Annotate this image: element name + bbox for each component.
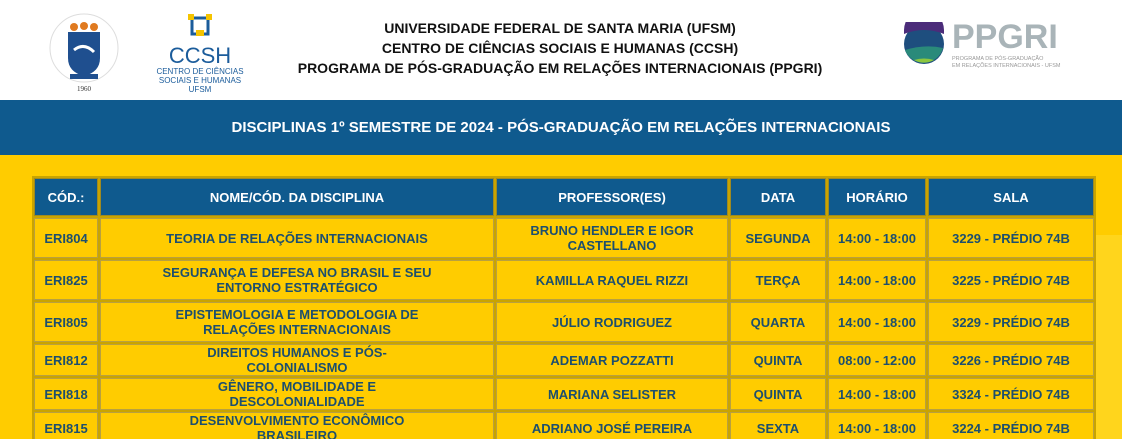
table-row: ERI804 TEORIA DE RELAÇÕES INTERNACIONAIS B… bbox=[34, 218, 1094, 258]
course-name-cell: DIREITOS HUMANOS E PÓS-COLONIALISMO bbox=[100, 344, 494, 376]
table-row: ERI805 EPISTEMOLOGIA E METODOLOGIA DE REL… bbox=[34, 302, 1094, 342]
institution-title: UNIVERSIDADE FEDERAL DE SANTA MARIA (UFS… bbox=[297, 20, 823, 76]
room-cell: 3324 - PRÉDIO 74B bbox=[928, 378, 1094, 410]
professor-cell: MARIANA SELISTER bbox=[496, 378, 728, 410]
day-cell: SEGUNDA bbox=[730, 218, 826, 258]
time-cell: 14:00 - 18:00 bbox=[828, 260, 926, 300]
course-code-cell: ERI815 bbox=[34, 412, 98, 439]
course-code-cell: ERI812 bbox=[34, 344, 98, 376]
ccsh-logo: CCSH CENTRO DE CIÊNCIAS SOCIAIS E HUMANA… bbox=[150, 12, 250, 94]
table-row: ERI825 SEGURANÇA E DEFESA NO BRASIL E SEU… bbox=[34, 260, 1094, 300]
professor-cell: ADRIANO JOSÉ PEREIRA bbox=[496, 412, 728, 439]
professor-cell: KAMILLA RAQUEL RIZZI bbox=[496, 260, 728, 300]
schedule-area: CÓD.: NOME/CÓD. DA DISCIPLINA PROFESSOR(ES… bbox=[0, 155, 1122, 439]
course-name-cell: SEGURANÇA E DEFESA NO BRASIL E SEU ENTOR… bbox=[100, 260, 494, 300]
time-cell: 14:00 - 18:00 bbox=[828, 302, 926, 342]
professor-cell: ADEMAR POZZATTI bbox=[496, 344, 728, 376]
course-name-cell: EPISTEMOLOGIA E METODOLOGIA DE RELAÇÕES … bbox=[100, 302, 494, 342]
room-cell: 3225 - PRÉDIO 74B bbox=[928, 260, 1094, 300]
course-code-cell: ERI805 bbox=[34, 302, 98, 342]
svg-text:1960: 1960 bbox=[77, 85, 92, 93]
time-cell: 14:00 - 18:00 bbox=[828, 378, 926, 410]
course-code-cell: ERI825 bbox=[34, 260, 98, 300]
professor-cell: BRUNO HENDLER E IGOR CASTELLANO bbox=[496, 218, 728, 258]
day-cell: QUARTA bbox=[730, 302, 826, 342]
page-header: 1960 CCSH CENTRO DE CIÊNCIAS SOCIAIS E H… bbox=[0, 0, 1122, 100]
table-row: ERI818 GÊNERO, MOBILIDADE E DESCOLONIALID… bbox=[34, 378, 1094, 410]
time-cell: 14:00 - 18:00 bbox=[828, 218, 926, 258]
day-cell: QUINTA bbox=[730, 378, 826, 410]
course-name-cell: TEORIA DE RELAÇÕES INTERNACIONAIS bbox=[100, 218, 494, 258]
schedule-table: CÓD.: NOME/CÓD. DA DISCIPLINA PROFESSOR(ES… bbox=[32, 176, 1096, 439]
column-header: SALA bbox=[928, 178, 1094, 216]
title-banner: DISCIPLINAS 1º SEMESTRE DE 2024 - PÓS-GR… bbox=[0, 100, 1122, 155]
time-cell: 14:00 - 18:00 bbox=[828, 412, 926, 439]
column-header: NOME/CÓD. DA DISCIPLINA bbox=[100, 178, 494, 216]
table-row: ERI815 DESENVOLVIMENTO ECONÔMICO BRASILEI… bbox=[34, 412, 1094, 439]
day-cell: TERÇA bbox=[730, 260, 826, 300]
professor-cell: JÚLIO RODRIGUEZ bbox=[496, 302, 728, 342]
room-cell: 3229 - PRÉDIO 74B bbox=[928, 302, 1094, 342]
course-code-cell: ERI818 bbox=[34, 378, 98, 410]
day-cell: QUINTA bbox=[730, 344, 826, 376]
column-header: HORÁRIO bbox=[828, 178, 926, 216]
table-header-row: CÓD.: NOME/CÓD. DA DISCIPLINA PROFESSOR(ES… bbox=[34, 178, 1094, 216]
column-header: DATA bbox=[730, 178, 826, 216]
column-header: PROFESSOR(ES) bbox=[496, 178, 728, 216]
ccsh-emblem-icon bbox=[188, 14, 212, 36]
course-code-cell: ERI804 bbox=[34, 218, 98, 258]
column-header: CÓD.: bbox=[34, 178, 98, 216]
ufsm-logo: 1960 bbox=[44, 10, 124, 94]
day-cell: SEXTA bbox=[730, 412, 826, 439]
ppgri-globe-icon bbox=[904, 22, 944, 64]
table-row: ERI812 DIREITOS HUMANOS E PÓS-COLONIALISM… bbox=[34, 344, 1094, 376]
course-name-cell: GÊNERO, MOBILIDADE E DESCOLONIALIDADE bbox=[100, 378, 494, 410]
room-cell: 3224 - PRÉDIO 74B bbox=[928, 412, 1094, 439]
ppgri-logo: PPGRI PROGRAMA DE PÓS-GRADUAÇÃO EM RELAÇ… bbox=[900, 20, 1070, 70]
time-cell: 08:00 - 12:00 bbox=[828, 344, 926, 376]
course-name-cell: DESENVOLVIMENTO ECONÔMICO BRASILEIRO bbox=[100, 412, 494, 439]
room-cell: 3226 - PRÉDIO 74B bbox=[928, 344, 1094, 376]
room-cell: 3229 - PRÉDIO 74B bbox=[928, 218, 1094, 258]
